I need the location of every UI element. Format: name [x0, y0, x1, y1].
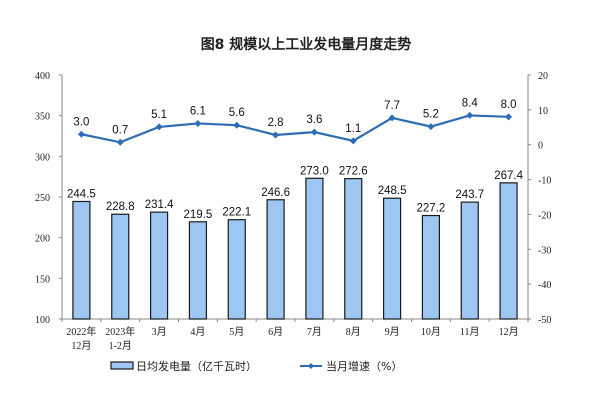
x-tick-label: 1-2月 [109, 340, 132, 352]
line-data-label: 5.6 [229, 107, 245, 119]
right-tick-label: -30 [538, 245, 551, 256]
line-point [427, 123, 435, 131]
bar [344, 178, 363, 320]
bar [111, 213, 130, 320]
line-point [388, 114, 396, 122]
bar [227, 219, 246, 320]
line-point [77, 130, 85, 138]
right-tick-label: 0 [538, 141, 543, 152]
line-point [194, 119, 202, 127]
right-tick-label: -20 [538, 210, 551, 221]
bar-data-label: 244.5 [67, 188, 96, 200]
bar-data-label: 219.5 [184, 209, 213, 221]
right-tick-label: -10 [538, 176, 551, 187]
bar-data-label: 231.4 [145, 199, 174, 211]
line-data-label: 3.0 [73, 116, 89, 128]
bar [305, 177, 324, 320]
left-tick-label: 150 [35, 274, 50, 285]
bar-data-label: 248.5 [378, 185, 407, 197]
line-data-label: 5.1 [151, 109, 167, 121]
line-data-label: 7.7 [384, 100, 400, 112]
left-tick-label: 200 [35, 234, 50, 245]
right-tick-label: 20 [538, 71, 548, 82]
legend-bar-swatch [110, 361, 134, 370]
left-tick-label: 400 [35, 71, 50, 82]
x-tick-label: 12月 [71, 340, 91, 352]
right-tick-label: 10 [538, 106, 548, 117]
line-point [349, 137, 357, 145]
x-tick-label: 4月 [190, 326, 205, 338]
legend-line-marker [308, 363, 314, 369]
line-data-label: 5.2 [423, 109, 439, 121]
legend-line-label: 当月增速（%） [326, 359, 402, 373]
left-tick-label: 100 [35, 315, 50, 326]
x-tick-label: 7月 [307, 326, 322, 338]
legend-bar-label: 日均发电量（亿千瓦时） [136, 359, 257, 373]
left-tick-label: 300 [35, 152, 50, 163]
bar [188, 221, 208, 320]
bar-data-label: 272.6 [339, 166, 368, 178]
line-data-label: 0.7 [112, 124, 128, 136]
bar-data-label: 267.4 [494, 170, 523, 182]
bar [266, 199, 285, 320]
bar-data-label: 228.8 [106, 201, 135, 213]
bar [421, 214, 441, 320]
x-tick-label: 10月 [421, 326, 441, 338]
x-tick-label: 6月 [268, 326, 283, 338]
line-point [116, 138, 124, 146]
growth-line [81, 114, 509, 144]
x-tick-label: 12月 [499, 326, 519, 338]
line-point [310, 128, 318, 136]
bar [149, 211, 169, 320]
bar [460, 201, 479, 320]
line-point [272, 131, 280, 139]
line-data-label: 8.4 [462, 97, 479, 109]
bar-data-label: 222.1 [222, 207, 251, 219]
line-data-label: 6.1 [190, 105, 206, 117]
bar [499, 182, 518, 320]
line-data-label: 1.1 [345, 123, 361, 135]
right-tick-label: -40 [538, 280, 551, 291]
x-tick-label: 9月 [385, 326, 400, 338]
chart-title: 图8 规模以上工业发电量月度走势 [200, 37, 412, 53]
line-data-label: 8.0 [501, 99, 517, 111]
x-tick-label: 2022年 [66, 325, 96, 338]
line-point [233, 121, 241, 129]
x-tick-label: 2023年 [105, 325, 135, 338]
bar [382, 197, 402, 320]
bar-data-label: 227.2 [417, 203, 446, 215]
x-tick-label: 8月 [346, 326, 361, 338]
right-tick-label: -50 [538, 315, 551, 326]
line-data-label: 3.6 [306, 114, 322, 126]
bar-data-label: 273.0 [300, 165, 329, 177]
x-tick-label: 11月 [460, 326, 480, 338]
left-tick-label: 250 [35, 193, 50, 204]
line-data-label: 2.8 [268, 117, 284, 129]
line-point [505, 113, 513, 121]
line-point [466, 111, 474, 119]
left-tick-label: 350 [35, 112, 50, 123]
bar-data-label: 246.6 [261, 187, 290, 199]
bar-data-label: 243.7 [455, 189, 484, 201]
line-point [155, 123, 163, 131]
x-tick-label: 5月 [229, 326, 244, 338]
bar [72, 200, 91, 320]
x-tick-label: 3月 [152, 326, 167, 338]
